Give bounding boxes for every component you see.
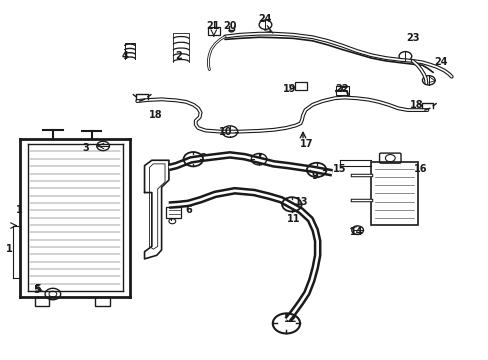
Text: 1: 1 [5, 244, 12, 254]
Text: 5: 5 [34, 284, 41, 294]
Text: 24: 24 [258, 14, 271, 24]
Text: 21: 21 [205, 21, 219, 31]
Text: 2: 2 [175, 51, 182, 61]
Text: 10: 10 [219, 127, 232, 136]
Text: 5: 5 [33, 285, 40, 296]
Text: 16: 16 [413, 164, 427, 174]
Text: 6: 6 [184, 206, 191, 216]
Text: 19: 19 [282, 84, 296, 94]
Text: 11: 11 [286, 215, 300, 224]
Text: 8: 8 [199, 153, 206, 163]
Text: 9: 9 [311, 171, 318, 181]
Text: 7: 7 [255, 153, 262, 163]
Text: 12: 12 [284, 314, 297, 324]
Text: 13: 13 [295, 197, 308, 207]
Text: 4: 4 [122, 51, 128, 61]
Text: 3: 3 [82, 143, 89, 153]
Text: 18: 18 [149, 111, 162, 121]
Text: 17: 17 [299, 139, 312, 149]
Text: 20: 20 [223, 21, 236, 31]
Text: 1: 1 [16, 206, 22, 216]
Text: 23: 23 [405, 33, 419, 43]
Text: 22: 22 [335, 84, 348, 94]
Text: 24: 24 [434, 57, 447, 67]
Text: 15: 15 [332, 164, 346, 174]
Text: 18: 18 [409, 100, 423, 110]
Text: 14: 14 [349, 227, 363, 237]
